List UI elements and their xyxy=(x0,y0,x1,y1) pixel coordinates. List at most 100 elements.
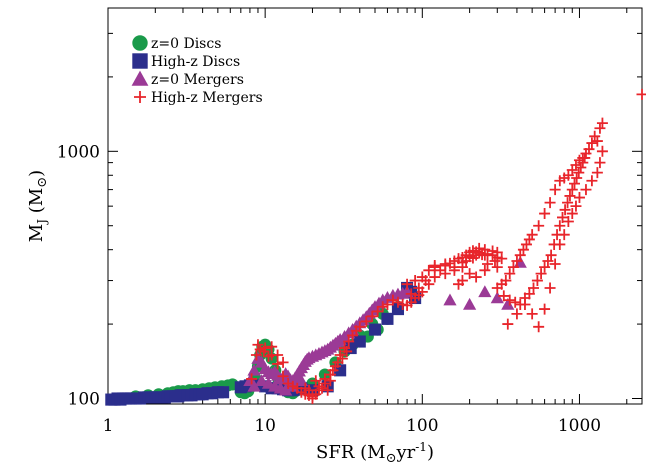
data-point xyxy=(526,229,538,241)
data-point xyxy=(478,285,492,298)
data-point xyxy=(636,88,646,100)
data-point xyxy=(132,53,148,69)
y-tick-label: 100 xyxy=(68,389,100,409)
data-point xyxy=(549,184,561,196)
data-point xyxy=(573,167,585,179)
data-point xyxy=(523,288,535,300)
data-point xyxy=(413,282,425,294)
data-points xyxy=(105,88,646,406)
data-point xyxy=(467,252,479,264)
data-point xyxy=(575,162,587,174)
legend-label: High-z Mergers xyxy=(151,90,263,106)
data-point xyxy=(586,137,598,149)
data-point xyxy=(551,229,563,241)
data-point xyxy=(591,167,603,179)
data-point xyxy=(491,282,503,294)
data-point xyxy=(586,175,598,187)
data-point xyxy=(570,200,582,212)
data-point xyxy=(496,253,508,265)
legend-item: High-z Discs xyxy=(132,53,240,70)
data-point xyxy=(544,282,556,294)
data-point xyxy=(539,208,551,220)
y-label-mid: (M xyxy=(26,188,47,219)
series-3 xyxy=(246,88,646,404)
data-point xyxy=(596,145,608,157)
data-point xyxy=(498,290,510,302)
data-point xyxy=(566,208,578,220)
data-point xyxy=(549,258,561,270)
data-point xyxy=(306,392,318,404)
legend-item: High-z Mergers xyxy=(134,90,263,106)
data-point xyxy=(533,220,545,232)
x-label-sup: -1 xyxy=(415,440,427,454)
data-point xyxy=(514,249,526,261)
data-point xyxy=(322,384,334,396)
data-point xyxy=(517,244,529,256)
y-label-sub2: ⊙ xyxy=(35,177,50,188)
data-point xyxy=(134,91,146,103)
data-point xyxy=(327,364,339,376)
data-point xyxy=(589,130,601,142)
data-point xyxy=(562,197,574,209)
data-point xyxy=(548,238,560,250)
data-point xyxy=(504,294,516,306)
data-point xyxy=(509,296,521,308)
data-point xyxy=(259,342,271,354)
data-point xyxy=(504,268,516,280)
data-point xyxy=(573,192,585,204)
data-point xyxy=(353,335,366,348)
data-point xyxy=(360,315,372,327)
legend: z=0 Discs High-z Discs z=0 Mergers High-z M… xyxy=(131,35,263,106)
x-tick-label: 1000 xyxy=(558,416,601,436)
data-point xyxy=(343,336,355,348)
data-point xyxy=(535,268,547,280)
y-label-sub: J xyxy=(35,219,49,226)
data-point xyxy=(526,308,538,320)
data-point xyxy=(131,70,149,86)
data-point xyxy=(246,373,258,385)
data-point xyxy=(409,275,421,287)
data-point xyxy=(255,374,269,387)
data-point xyxy=(554,220,566,232)
data-point xyxy=(571,172,583,184)
data-point xyxy=(562,216,574,228)
x-label-close: ) xyxy=(427,442,434,463)
data-point xyxy=(217,386,230,399)
data-point xyxy=(252,339,264,351)
data-point xyxy=(341,345,353,357)
data-point xyxy=(559,204,571,216)
x-label-sub: ⊙ xyxy=(386,451,397,466)
series-2 xyxy=(243,255,527,396)
data-point xyxy=(473,242,485,254)
data-point xyxy=(544,197,556,209)
y-axis-label: MJ (M⊙) xyxy=(26,170,50,242)
data-point xyxy=(482,258,494,270)
data-point xyxy=(502,318,514,330)
data-point xyxy=(539,261,551,273)
data-point xyxy=(539,303,551,315)
data-point xyxy=(533,321,545,333)
data-point xyxy=(316,382,328,394)
data-point xyxy=(310,375,322,387)
data-point xyxy=(591,135,603,147)
data-point xyxy=(554,175,566,187)
data-point xyxy=(491,261,503,273)
data-point xyxy=(479,264,491,276)
data-point xyxy=(366,310,378,322)
data-point xyxy=(577,157,589,169)
y-tick-label: 1000 xyxy=(57,142,100,162)
data-point xyxy=(439,268,451,280)
data-point xyxy=(423,264,435,276)
x-axis-label: SFR (M⊙yr-1) xyxy=(316,440,434,466)
data-point xyxy=(487,245,499,257)
legend-item: z=0 Discs xyxy=(132,35,221,52)
legend-label: z=0 Mergers xyxy=(151,72,244,88)
x-tick-label: 10 xyxy=(254,416,276,436)
data-point xyxy=(490,291,504,304)
y-label-main: M xyxy=(26,224,47,242)
data-point xyxy=(405,288,417,300)
data-point xyxy=(566,184,578,196)
data-point xyxy=(277,356,289,368)
data-point xyxy=(250,349,262,361)
